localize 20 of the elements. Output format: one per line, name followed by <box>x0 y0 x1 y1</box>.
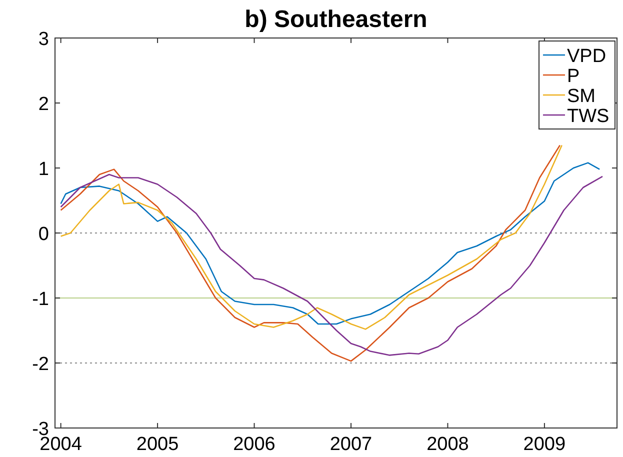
x-tick-label: 2006 <box>233 434 276 455</box>
legend-label: SM <box>567 86 596 107</box>
legend-label: TWS <box>567 106 610 127</box>
x-tick-label: 2009 <box>523 434 566 455</box>
y-tick-label: -1 <box>32 289 49 310</box>
line-series <box>60 144 561 362</box>
y-tick-label: 3 <box>38 29 49 50</box>
chart-title: b) Southeastern <box>244 6 428 33</box>
y-tick-label: 1 <box>38 159 49 180</box>
x-tick-label: 2005 <box>136 434 179 455</box>
y-tick-label: 2 <box>38 94 49 115</box>
line-series <box>60 144 563 330</box>
y-tick-label: -2 <box>32 354 49 375</box>
x-tick-label: 2007 <box>330 434 372 455</box>
legend-label: VPD <box>567 46 606 67</box>
x-tick-label: 2008 <box>426 434 469 455</box>
y-tick-label: 0 <box>38 224 49 245</box>
line-series <box>60 174 604 356</box>
line-series <box>60 162 600 325</box>
legend-label: P <box>567 66 580 87</box>
